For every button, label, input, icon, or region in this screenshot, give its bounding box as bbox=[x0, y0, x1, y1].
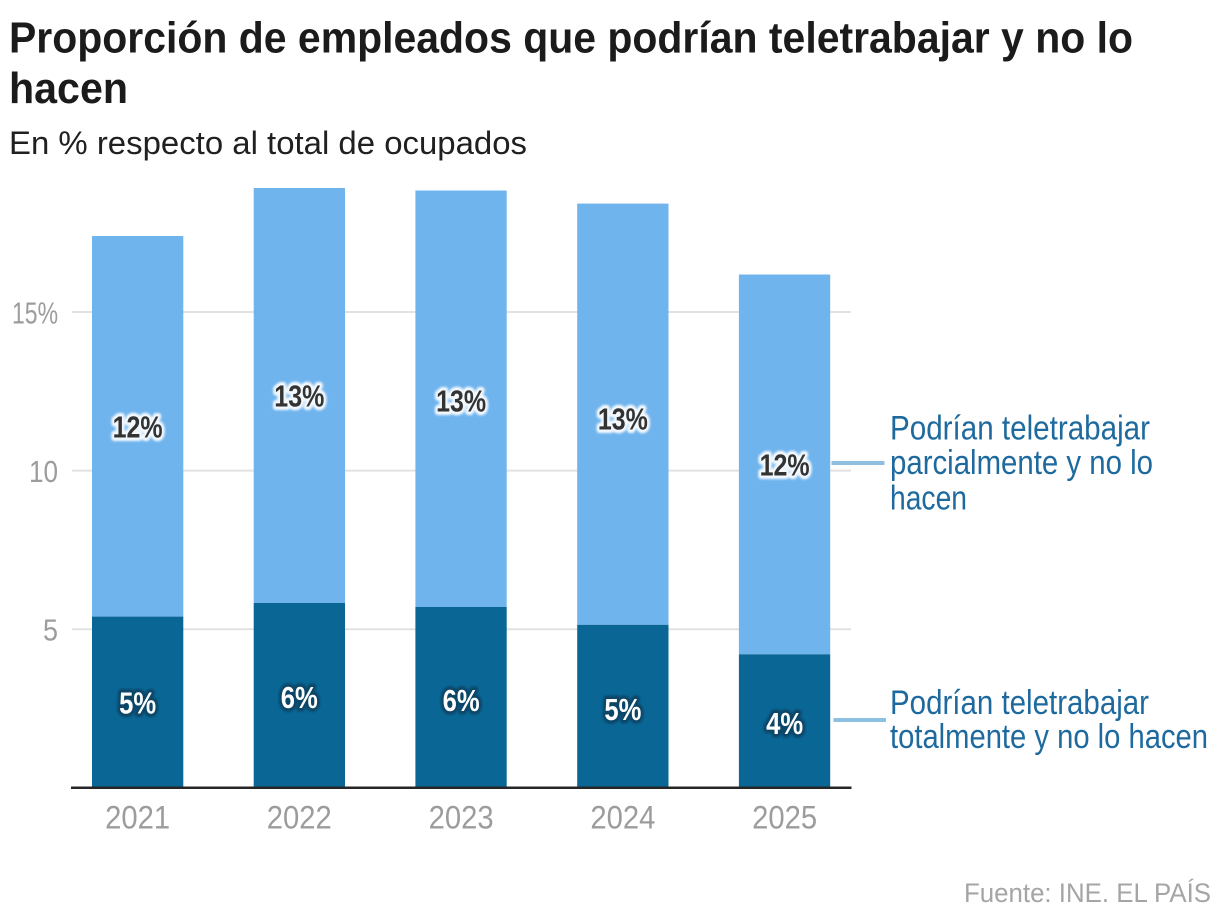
svg-text:hacen: hacen bbox=[9, 64, 128, 113]
svg-text:hacen: hacen bbox=[890, 479, 967, 517]
svg-text:10: 10 bbox=[29, 454, 58, 489]
svg-text:12%: 12% bbox=[760, 447, 810, 482]
svg-text:13%: 13% bbox=[436, 384, 486, 419]
svg-text:6%: 6% bbox=[281, 680, 318, 715]
svg-text:2022: 2022 bbox=[267, 800, 332, 836]
svg-text:Podrían teletrabajar: Podrían teletrabajar bbox=[890, 684, 1149, 722]
svg-text:4%: 4% bbox=[766, 706, 803, 741]
svg-text:En % respecto al total de ocup: En % respecto al total de ocupados bbox=[9, 125, 527, 161]
svg-text:5%: 5% bbox=[604, 692, 641, 727]
svg-text:totalmente y no lo hacen: totalmente y no lo hacen bbox=[890, 718, 1208, 756]
svg-text:13%: 13% bbox=[598, 401, 648, 436]
svg-text:13%: 13% bbox=[274, 379, 324, 414]
svg-text:2021: 2021 bbox=[105, 800, 170, 836]
svg-text:12%: 12% bbox=[760, 447, 810, 482]
svg-text:13%: 13% bbox=[598, 401, 648, 436]
svg-text:Podrían teletrabajar: Podrían teletrabajar bbox=[890, 409, 1150, 447]
svg-text:6%: 6% bbox=[443, 683, 480, 718]
svg-text:12%: 12% bbox=[113, 409, 163, 444]
svg-text:6%: 6% bbox=[443, 683, 480, 718]
svg-text:Fuente: INE. EL PAÍS: Fuente: INE. EL PAÍS bbox=[964, 878, 1211, 908]
svg-text:4%: 4% bbox=[766, 706, 803, 741]
svg-text:5: 5 bbox=[43, 613, 58, 648]
svg-text:12%: 12% bbox=[113, 409, 163, 444]
svg-text:5%: 5% bbox=[119, 686, 156, 721]
svg-text:13%: 13% bbox=[436, 384, 486, 419]
svg-text:5%: 5% bbox=[119, 686, 156, 721]
svg-text:parcialmente y no lo: parcialmente y no lo bbox=[890, 444, 1153, 482]
svg-text:2025: 2025 bbox=[752, 800, 817, 836]
svg-text:15%: 15% bbox=[12, 296, 58, 331]
svg-text:2023: 2023 bbox=[429, 800, 494, 836]
svg-text:5%: 5% bbox=[604, 692, 641, 727]
svg-text:13%: 13% bbox=[274, 379, 324, 414]
svg-text:6%: 6% bbox=[281, 680, 318, 715]
svg-text:Proporción de empleados que po: Proporción de empleados que podrían tele… bbox=[9, 14, 1133, 63]
svg-text:2024: 2024 bbox=[590, 800, 655, 836]
